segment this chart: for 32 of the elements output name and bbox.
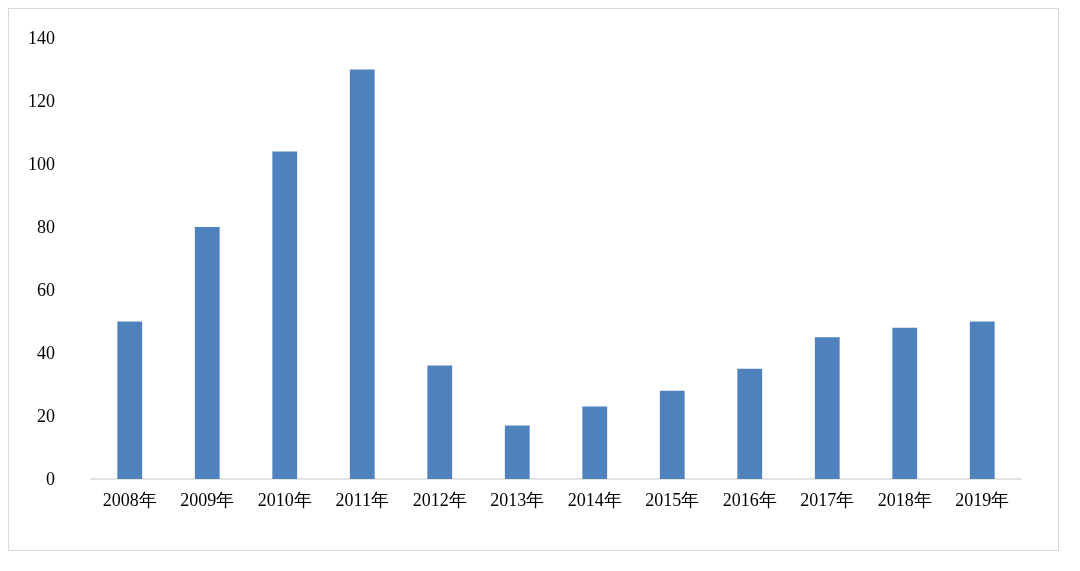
y-tick-label: 80 — [37, 217, 55, 237]
bar — [892, 327, 918, 479]
bar — [969, 321, 995, 479]
x-tick-label: 2019年 — [955, 490, 1010, 510]
bar — [427, 365, 453, 479]
x-tick-label: 2012年 — [412, 490, 467, 510]
x-tick-label: 2017年 — [800, 490, 855, 510]
y-tick-label: 60 — [37, 280, 55, 300]
x-tick-label: 2009年 — [180, 490, 235, 510]
bar — [117, 321, 143, 479]
y-tick-label: 20 — [37, 406, 55, 426]
bar — [272, 151, 298, 479]
bar — [582, 406, 608, 479]
y-tick-label: 0 — [46, 469, 55, 489]
x-tick-label: 2011年 — [335, 490, 389, 510]
bar — [814, 337, 840, 479]
x-tick-label: 2016年 — [722, 490, 777, 510]
bar — [659, 390, 685, 479]
y-tick-label: 40 — [37, 343, 55, 363]
bar — [349, 69, 375, 479]
x-tick-label: 2018年 — [877, 490, 932, 510]
x-tick-label: 2013年 — [490, 490, 545, 510]
x-tick-label: 2008年 — [102, 490, 157, 510]
bar — [737, 368, 763, 479]
x-tick-label: 2014年 — [567, 490, 622, 510]
x-tick-label: 2010年 — [257, 490, 312, 510]
bar — [194, 227, 220, 479]
y-tick-label: 120 — [28, 91, 55, 111]
x-tick-label: 2015年 — [645, 490, 700, 510]
y-tick-label: 140 — [28, 28, 55, 48]
bar — [504, 425, 530, 479]
y-tick-label: 100 — [28, 154, 55, 174]
